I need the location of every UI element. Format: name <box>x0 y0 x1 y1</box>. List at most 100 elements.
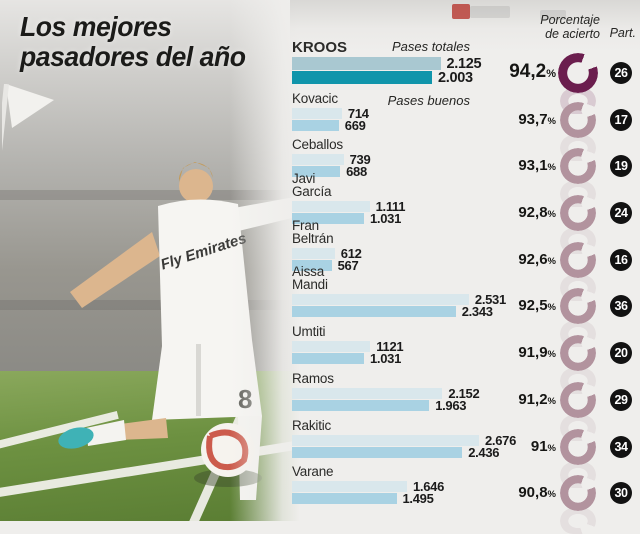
participation-badge: 36 <box>610 295 632 318</box>
value-pases-totales: 1.111 <box>375 199 406 215</box>
photo-fade <box>230 0 300 521</box>
bar-pases-totales <box>292 247 335 259</box>
bar-pases-buenos <box>292 166 341 178</box>
bar-pases-totales <box>292 154 344 166</box>
player-name: Ceballos <box>292 137 343 153</box>
player-name: Varane <box>292 464 334 480</box>
accuracy-donut-icon <box>560 241 596 278</box>
participation-badge: 19 <box>610 155 632 178</box>
value-pases-buenos: 1.031 <box>370 351 402 367</box>
bar-pases-buenos <box>292 399 430 411</box>
accuracy-percentage: 92,5% <box>518 297 556 315</box>
accuracy-donut-icon <box>558 53 598 93</box>
player-row: Varane 1.646 1.495 90,8% 30 <box>290 456 640 534</box>
accuracy-percentage: 92,6% <box>518 250 556 268</box>
player-name: Kovacic <box>292 90 338 106</box>
value-pases-buenos: 2.343 <box>461 304 493 320</box>
value-pases-buenos: 1.031 <box>370 211 402 227</box>
value-pases-totales: 2.152 <box>448 385 480 401</box>
participation-badge: 29 <box>610 388 632 411</box>
player-sock <box>86 420 126 446</box>
player-row: Kovacic 714 669 93,7% 17 <box>290 83 640 161</box>
accuracy-donut-icon <box>560 148 596 185</box>
accuracy-donut-icon <box>560 335 596 372</box>
value-pases-totales: 1121 <box>376 339 404 355</box>
player-name: Ramos <box>292 370 334 386</box>
bar-pases-buenos <box>292 119 339 131</box>
value-pases-totales: 714 <box>347 105 369 121</box>
bar-pases-totales <box>292 341 371 353</box>
player-name: Umtiti <box>292 324 326 340</box>
player-arm <box>70 232 160 308</box>
accuracy-donut-icon <box>560 428 596 465</box>
bar-pases-totales <box>292 201 370 213</box>
participation-badge: 26 <box>610 62 632 84</box>
participation-badge: 16 <box>610 248 632 271</box>
player-head <box>179 169 213 203</box>
value-pases-totales: 1.646 <box>413 479 445 495</box>
player-row: Aissa Mandi 2.531 2.343 92,5% 36 <box>290 265 640 348</box>
bar-pases-totales <box>292 434 479 446</box>
accuracy-percentage: 90,8% <box>518 484 556 502</box>
bar-pases-buenos <box>292 306 456 318</box>
value-pases-buenos: 1.963 <box>435 397 467 413</box>
accuracy-donut-icon <box>560 288 596 325</box>
series-label-buenos: Pases buenos <box>387 93 470 108</box>
accuracy-donut-icon <box>560 195 596 232</box>
participation-badge: 34 <box>610 435 632 458</box>
player-jersey <box>158 199 252 350</box>
player-name: KROOS <box>292 39 348 56</box>
page-title: Los mejores pasadores del año <box>20 12 246 72</box>
stadium-scoreboard <box>452 4 470 19</box>
value-pases-totales: 2.125 <box>446 55 482 72</box>
accuracy-percentage: 94,2% <box>509 61 556 82</box>
bar-pases-buenos <box>292 71 432 84</box>
bar-pases-totales <box>292 481 407 493</box>
title-line1: Los mejores <box>20 11 172 42</box>
accuracy-donut-icon <box>560 101 596 138</box>
participation-badge: 24 <box>610 202 632 225</box>
participation-badge: 30 <box>610 482 632 505</box>
bar-pases-buenos <box>292 353 364 365</box>
bar-pases-totales <box>292 294 469 306</box>
value-pases-totales: 612 <box>340 245 362 261</box>
accuracy-percentage: 92,8% <box>518 204 556 222</box>
accuracy-donut-reflection <box>560 508 596 534</box>
player-row: Javi García 1.111 1.031 92,8% 24 <box>290 172 640 255</box>
player-leg <box>118 418 168 440</box>
value-pases-buenos: 669 <box>344 117 366 133</box>
value-pases-buenos: 567 <box>337 257 359 273</box>
stadium-stand <box>0 190 300 200</box>
value-pases-buenos: 688 <box>346 164 367 180</box>
player-rows: KROOS 2.125 2.003 94,2% 26 Kovacic 714 6… <box>290 36 640 534</box>
value-pases-totales: 2.676 <box>485 432 517 448</box>
player-row: Ramos 2.152 1.963 91,2% 29 <box>290 363 640 441</box>
bar-pases-totales <box>292 107 342 119</box>
bar-pases-buenos <box>292 446 463 458</box>
accuracy-donut-icon <box>560 475 596 512</box>
participation-badge: 17 <box>610 108 632 131</box>
bar-pases-totales <box>292 57 441 70</box>
accuracy-column-header: Porcentaje de acierto <box>540 13 600 41</box>
player-name: Javi García <box>292 171 332 200</box>
accuracy-percentage: 91% <box>530 437 556 455</box>
series-label-totales: Pases totales <box>391 39 470 54</box>
player-row: KROOS 2.125 2.003 94,2% 26 <box>290 36 640 114</box>
bar-pases-totales <box>292 387 443 399</box>
value-pases-buenos: 2.436 <box>468 444 500 460</box>
player-row: Rakitic 2.676 2.436 91% 34 <box>290 410 640 488</box>
value-pases-buenos: 2.003 <box>438 69 473 86</box>
value-pases-buenos: 1.495 <box>402 491 434 507</box>
player-name: Fran Beltrán <box>292 217 334 246</box>
value-pases-totales: 2.531 <box>474 292 506 308</box>
player-name: Aissa Mandi <box>292 264 328 293</box>
title-line2: pasadores del año <box>20 41 246 72</box>
player-row: Fran Beltrán 612 567 92,6% 16 <box>290 219 640 301</box>
shorts-stripe <box>196 344 201 416</box>
bar-pases-buenos <box>292 493 397 505</box>
accuracy-donut-icon <box>560 381 596 418</box>
bar-pases-buenos <box>292 213 364 225</box>
corner-flag <box>2 84 54 214</box>
value-pases-totales: 739 <box>349 152 371 168</box>
